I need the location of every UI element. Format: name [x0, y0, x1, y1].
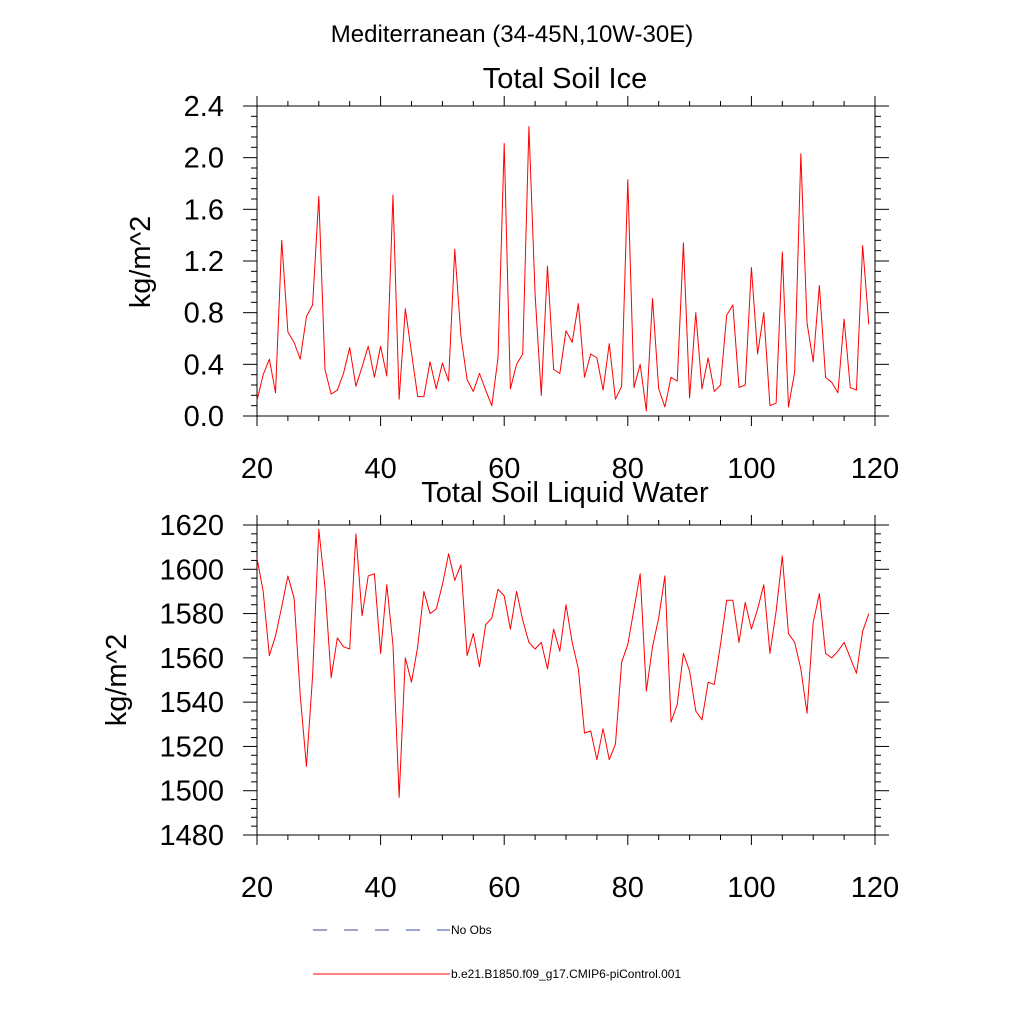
x-tick-label: 60	[488, 872, 520, 904]
y-tick-label: 1560	[159, 643, 224, 675]
panel-title-soil-ice: Total Soil Ice	[483, 63, 647, 95]
y-tick-label: 1600	[159, 554, 224, 586]
legend-label-no-obs: No Obs	[451, 923, 492, 937]
panel-total-soil-ice: Total Soil Ice kg/m^2 20 40 60 80 100 120 0.0 0…	[125, 63, 899, 485]
y-axis-label-soil-ice: kg/m^2	[125, 216, 157, 309]
y-tick-label: 1520	[159, 731, 224, 763]
x-tick-label: 20	[241, 453, 273, 485]
x-tick-label: 100	[727, 453, 775, 485]
y-tick-label: 1580	[159, 599, 224, 631]
legend-label-model: b.e21.B1850.f09_g17.CMIP6-piControl.001	[451, 967, 681, 981]
panel-total-soil-liquid-water: Total Soil Liquid Water kg/m^2 20 40 60 80 1…	[101, 477, 899, 904]
x-tick-label: 100	[727, 872, 775, 904]
x-tick-label: 120	[851, 872, 899, 904]
y-tick-label: 1500	[159, 776, 224, 808]
y-tick-label: 0.0	[184, 401, 224, 433]
y-tick-label: 1480	[159, 820, 224, 852]
x-tick-label: 40	[364, 872, 396, 904]
y-tick-label: 1.6	[184, 194, 224, 226]
y-tick-label: 2.0	[184, 143, 224, 175]
panel-title-soil-liquid-water: Total Soil Liquid Water	[421, 477, 709, 509]
x-tick-label: 120	[851, 453, 899, 485]
y-tick-label: 0.4	[184, 349, 224, 381]
plot-frame-soil-liquid-water	[256, 524, 876, 836]
x-tick-label: 40	[364, 453, 396, 485]
y-tick-label: 1540	[159, 687, 224, 719]
x-tick-label: 60	[488, 453, 520, 485]
y-tick-label: 0.8	[184, 298, 224, 330]
series-line-soil-liquid-water	[256, 528, 870, 798]
y-tick-label: 1.2	[184, 246, 224, 278]
y-tick-label: 2.4	[184, 91, 224, 123]
series-line-soil-ice	[256, 126, 870, 412]
x-tick-label: 20	[241, 872, 273, 904]
y-axis-label-soil-liquid-water: kg/m^2	[101, 634, 133, 727]
figure-suptitle: Mediterranean (34-45N,10W-30E)	[331, 21, 693, 48]
legend: No Obs b.e21.B1850.f09_g17.CMIP6-piContr…	[313, 923, 681, 981]
x-tick-label: 80	[612, 453, 644, 485]
x-tick-label: 80	[612, 872, 644, 904]
y-tick-label: 1620	[159, 510, 224, 542]
